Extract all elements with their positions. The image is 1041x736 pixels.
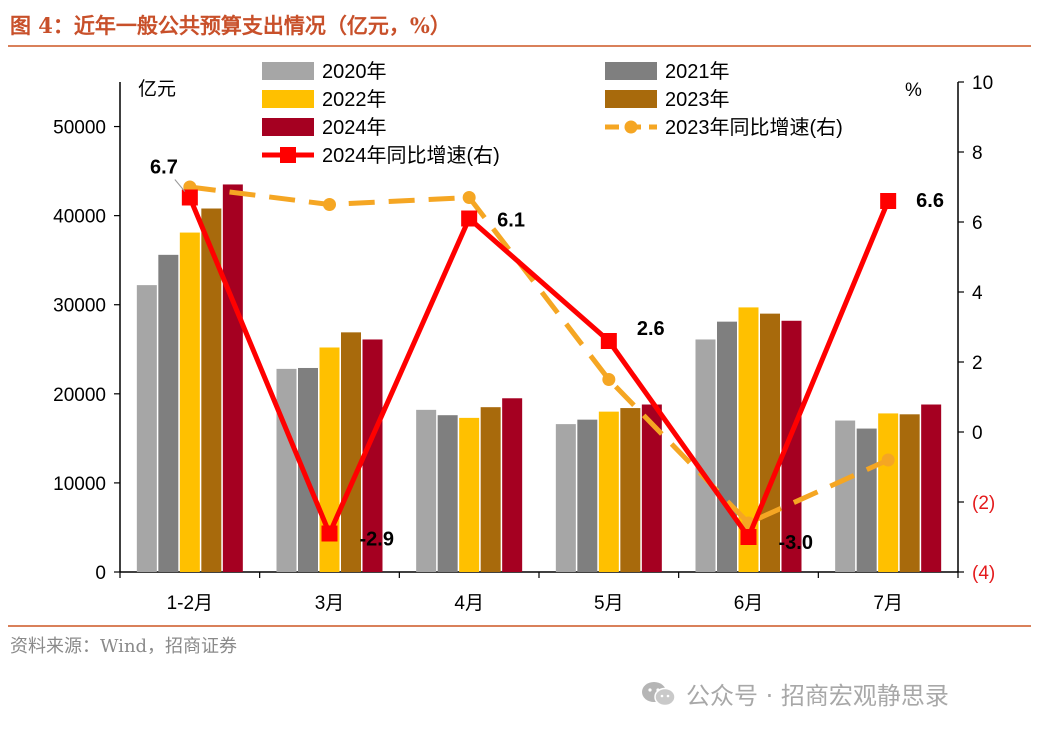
legend-swatch <box>262 62 314 80</box>
data-label: -2.9 <box>360 529 394 551</box>
bar <box>781 320 802 572</box>
data-label: 2.6 <box>637 318 665 340</box>
point-2024-growth <box>181 189 198 206</box>
legend-swatch <box>605 90 657 108</box>
bar <box>577 419 598 572</box>
left-tick-label: 20000 <box>53 385 106 406</box>
bar <box>437 415 458 572</box>
bar <box>341 332 361 572</box>
bar <box>738 307 759 572</box>
data-label: 6.6 <box>916 190 944 212</box>
source-rule <box>8 625 1031 627</box>
x-tick-label: 4月 <box>454 593 484 614</box>
series-line-2024-growth <box>187 196 891 540</box>
left-tick-label: 10000 <box>53 474 106 495</box>
data-label-leader <box>174 179 186 192</box>
point-2023-growth <box>462 191 476 204</box>
point-2023-growth <box>881 453 895 467</box>
title-rule <box>8 45 1031 47</box>
right-tick-label: 4 <box>972 283 983 304</box>
watermark: 公众号 · 招商宏观静思录 <box>640 676 949 711</box>
legend-label: 2023年 <box>665 88 730 111</box>
data-label: -3.0 <box>779 532 813 554</box>
bar <box>620 408 641 572</box>
legend-label: 2023年同比增速(右) <box>665 116 843 139</box>
x-tick-label: 7月 <box>873 593 903 614</box>
bar <box>222 184 243 573</box>
right-tick-label: 10 <box>972 73 993 94</box>
legend-marker <box>624 120 638 134</box>
bar <box>298 367 318 572</box>
legend-swatch <box>262 90 314 108</box>
x-tick-label: 5月 <box>594 593 624 614</box>
bar <box>760 313 780 572</box>
bar <box>158 254 179 572</box>
wechat-icon <box>642 681 676 706</box>
x-tick-label: 3月 <box>315 593 345 614</box>
bar <box>362 339 383 572</box>
point-2023-growth <box>602 373 616 386</box>
bar <box>480 407 501 572</box>
bar <box>856 428 877 572</box>
bar <box>717 321 737 572</box>
point-2024-growth <box>321 525 338 542</box>
legend-swatch <box>605 62 657 80</box>
bar <box>598 411 619 572</box>
legend-label: 2020年 <box>322 60 387 83</box>
left-tick-label: 40000 <box>53 207 106 228</box>
figure-title: 图 4：近年一般公共预算支出情况（亿元，%） <box>10 13 451 38</box>
bar <box>136 285 157 572</box>
legend-marker <box>280 147 296 163</box>
legend-label: 2022年 <box>322 88 387 111</box>
watermark-text: 公众号 · 招商宏观静思录 <box>686 682 949 710</box>
budget-expenditure-chart: 0 10000 20000 30000 40000 50000 亿元 (4) (2) 0 2 4 6 8 1… <box>53 60 995 614</box>
bar <box>695 339 716 572</box>
right-tick-label: (4) <box>972 563 995 584</box>
bar <box>899 414 920 572</box>
bar <box>459 417 480 572</box>
left-tick-label: 30000 <box>53 296 106 317</box>
right-tick-label: 8 <box>972 143 983 164</box>
bar <box>878 413 899 572</box>
source-note: 资料来源：Wind，招商证券 <box>10 636 238 657</box>
right-axis-label: % <box>905 80 922 101</box>
x-tick-label: 6月 <box>734 593 764 614</box>
bar <box>921 404 942 572</box>
legend-label: 2024年同比增速(右) <box>322 144 500 167</box>
bar <box>641 404 662 572</box>
bar <box>201 208 222 572</box>
point-2024-growth <box>740 529 757 545</box>
data-label: 6.7 <box>150 157 178 179</box>
left-tick-label: 50000 <box>53 118 106 139</box>
point-2024-growth <box>880 193 897 209</box>
bar <box>502 398 523 572</box>
bar <box>179 232 200 572</box>
series-line-2023-growth <box>189 184 890 526</box>
point-2024-growth <box>600 333 617 349</box>
point-2024-growth <box>461 210 478 227</box>
right-tick-label: 6 <box>972 213 983 234</box>
legend-label: 2024年 <box>322 116 387 139</box>
data-label: 6.1 <box>497 210 525 232</box>
right-tick-label: (2) <box>972 493 995 514</box>
right-tick-label: 2 <box>972 353 983 374</box>
legend-swatch <box>262 118 314 136</box>
bar <box>276 368 297 572</box>
bar <box>416 409 437 572</box>
bar <box>835 420 856 572</box>
point-2023-growth <box>323 198 336 211</box>
right-tick-label: 0 <box>972 423 983 444</box>
x-tick-label: 1-2月 <box>167 593 213 614</box>
left-tick-label: 0 <box>95 563 106 584</box>
legend-label: 2021年 <box>665 60 730 83</box>
bar <box>555 424 576 572</box>
left-axis-label: 亿元 <box>138 78 176 100</box>
